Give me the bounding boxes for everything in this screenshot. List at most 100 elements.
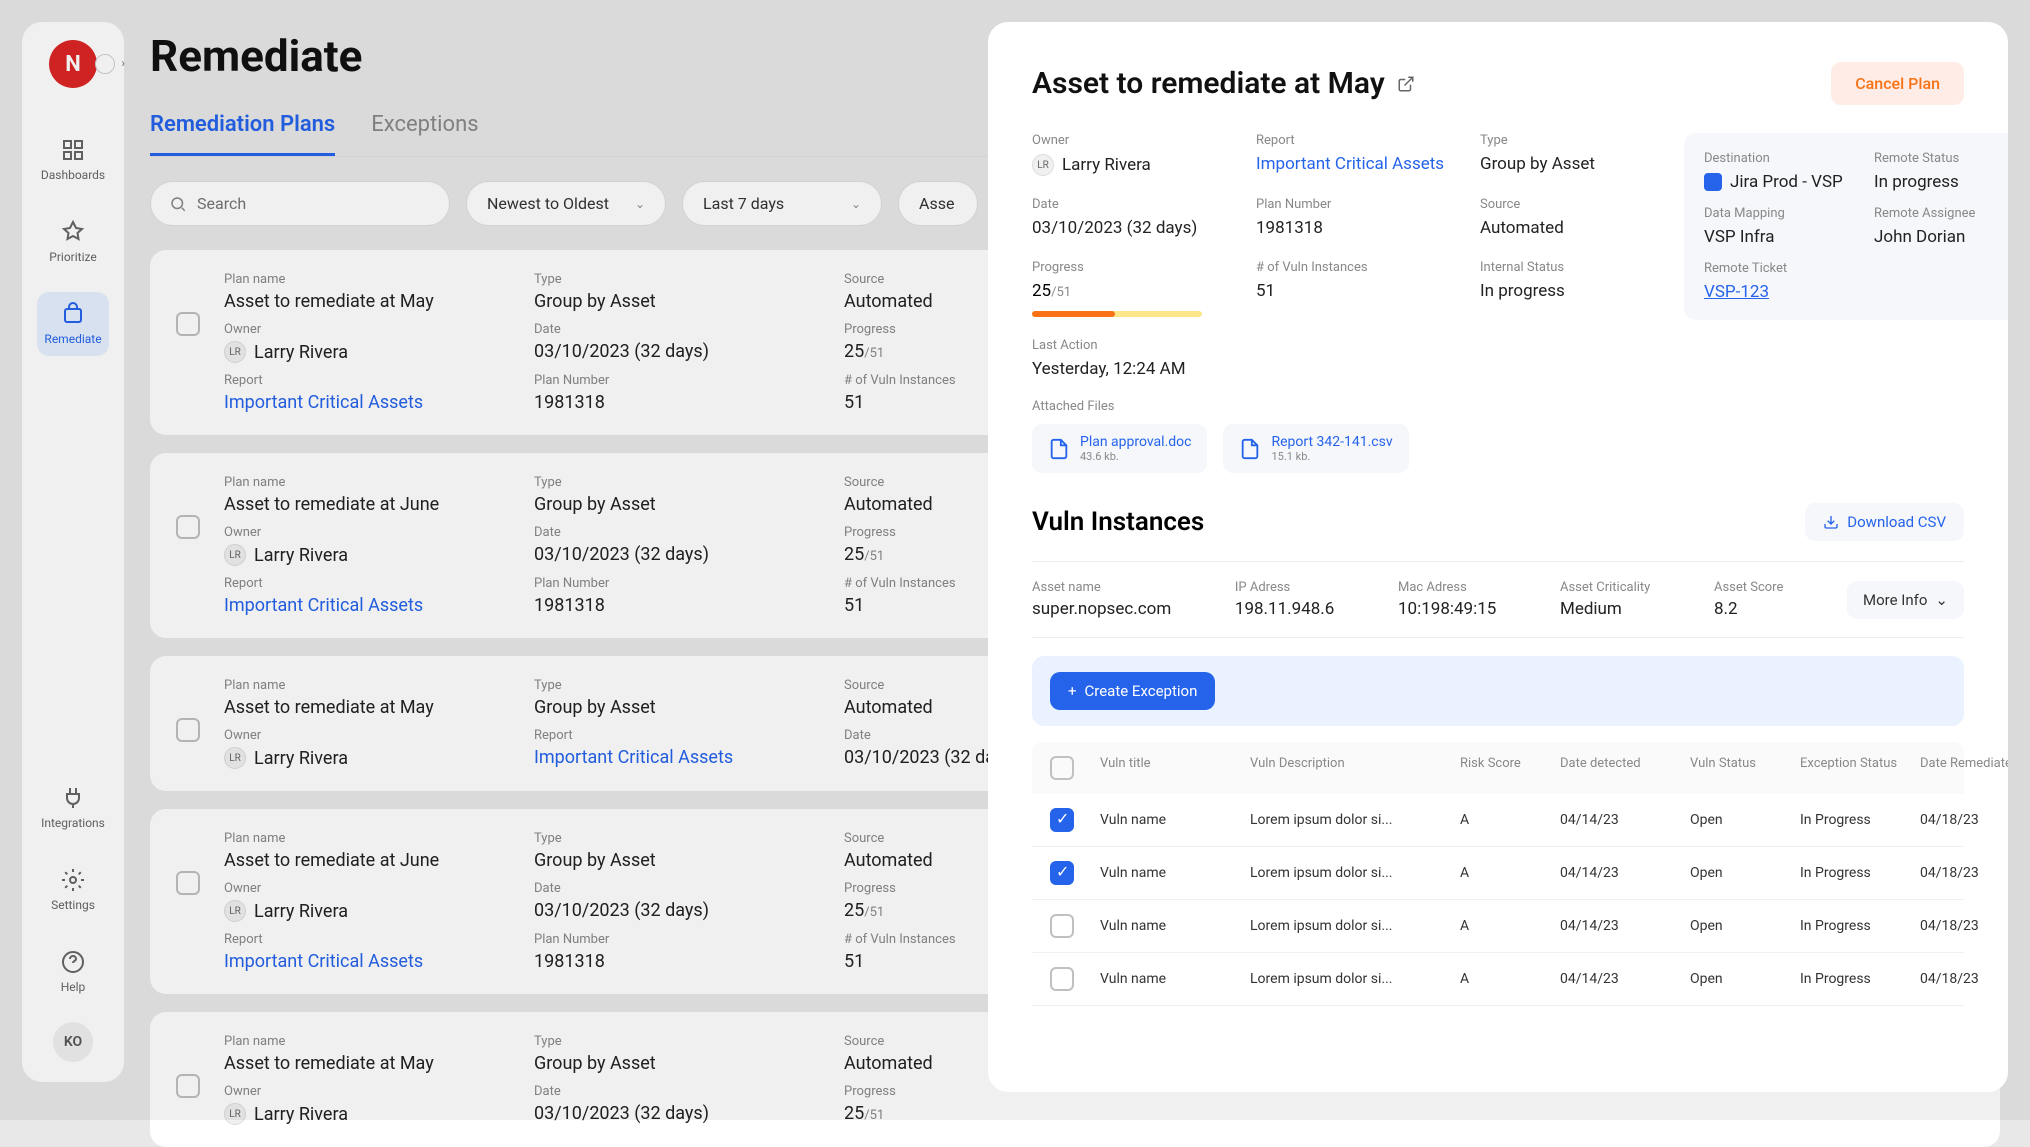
field-label: Report	[1256, 133, 1456, 148]
field-value: 1981318	[1256, 218, 1456, 238]
field-date: Date03/10/2023 (32 days)	[1032, 197, 1232, 238]
detail-grid: Owner LR Larry Rivera Report Important Crit…	[1032, 133, 1964, 379]
more-info-label: More Info	[1863, 591, 1927, 609]
cancel-plan-button[interactable]: Cancel Plan	[1831, 62, 1964, 105]
row-checkbox[interactable]	[1050, 808, 1074, 832]
table-body: Vuln nameLorem ipsum dolor si...A04/14/2…	[1032, 794, 1964, 1006]
col-header[interactable]: Date detected	[1560, 756, 1680, 780]
col-header[interactable]: Vuln Status	[1690, 756, 1790, 780]
plus-icon: +	[1068, 682, 1077, 700]
progress-total: /51	[1051, 285, 1071, 300]
field-type: Type Group by Asset	[1480, 133, 1660, 174]
field-label: Destination	[1704, 151, 1854, 166]
field-value: In progress	[1874, 172, 2008, 192]
remote-box: Destination Jira Prod - VSP Remote Status…	[1684, 133, 2008, 320]
file-chip[interactable]: Report 342-141.csv15.1 kb.	[1223, 424, 1408, 473]
row-checkbox[interactable]	[1050, 967, 1074, 991]
row-checkbox[interactable]	[1050, 914, 1074, 938]
vuln-section-title: Vuln Instances	[1032, 507, 1204, 537]
field-label: Last Action	[1032, 338, 1660, 353]
field-label: Remote Ticket	[1704, 261, 1854, 276]
download-label: Download CSV	[1847, 513, 1946, 531]
chevron-right-icon[interactable]: ›	[121, 56, 125, 70]
field-value: super.nopsec.com	[1032, 599, 1171, 619]
field-value: 198.11.948.6	[1235, 599, 1334, 619]
field-label: Remote Assignee	[1874, 206, 2008, 221]
field-remote-status: Remote Status In progress	[1874, 151, 2008, 192]
exception-bar: + Create Exception	[1032, 656, 1964, 726]
field-label: Mac Adress	[1398, 580, 1496, 595]
select-all-checkbox[interactable]	[1050, 756, 1074, 780]
field-value: Automated	[1480, 218, 1660, 238]
table-row[interactable]: Vuln nameLorem ipsum dolor si...A04/14/2…	[1032, 847, 1964, 900]
create-exception-button[interactable]: + Create Exception	[1050, 672, 1215, 710]
col-header[interactable]: Date Remediated	[1920, 756, 2008, 780]
detail-title-text: Asset to remediate at May	[1032, 66, 1385, 101]
download-icon	[1823, 514, 1839, 530]
field-mac: Mac Adress 10:198:49:15	[1398, 580, 1496, 619]
field-asset-name: Asset name super.nopsec.com	[1032, 580, 1171, 619]
progress-bar	[1032, 311, 1202, 317]
table-row[interactable]: Vuln nameLorem ipsum dolor si...A04/14/2…	[1032, 900, 1964, 953]
field-value: 10:198:49:15	[1398, 599, 1496, 619]
field-ip: IP Adress198.11.948.6	[1235, 580, 1334, 619]
field-criticality: Asset Criticality Medium	[1560, 580, 1650, 619]
field-label: Data Mapping	[1704, 206, 1854, 221]
col-header[interactable]: Vuln Description	[1250, 756, 1450, 780]
field-value: Group by Asset	[1480, 154, 1660, 174]
external-link-icon[interactable]	[1397, 75, 1415, 93]
progress-value: 25/51	[1032, 281, 1232, 301]
field-label: Owner	[1032, 133, 1232, 148]
field-value[interactable]: VSP-123	[1704, 282, 1854, 302]
field-label: Remote Status	[1874, 151, 2008, 166]
field-value: Jira Prod - VSP	[1704, 172, 1854, 192]
file-chip[interactable]: Plan approval.doc43.6 kb.	[1032, 424, 1207, 473]
field-label: Asset Score	[1714, 580, 1783, 595]
field-report: Report Important Critical Assets	[1256, 133, 1456, 174]
field-label: Internal Status	[1480, 260, 1660, 275]
field-label: Type	[1480, 133, 1660, 148]
field-last-action: Last Action Yesterday, 12:24 AM	[1032, 338, 1660, 379]
field-label: Progress	[1032, 260, 1232, 275]
vuln-table: Vuln title Vuln Description Risk Score D…	[1032, 742, 1964, 1006]
field-source: Source Automated	[1480, 197, 1660, 238]
field-value: LR Larry Rivera	[1032, 154, 1232, 176]
field-label: Asset Criticality	[1560, 580, 1650, 595]
field-data-mapping: Data MappingVSP Infra	[1704, 206, 1854, 247]
files-list: Plan approval.doc43.6 kb. Report 342-141.…	[1032, 424, 1964, 473]
field-value: 51	[1256, 281, 1456, 301]
field-label: Source	[1480, 197, 1660, 212]
field-value: In progress	[1480, 281, 1660, 301]
owner-name: Larry Rivera	[1062, 155, 1151, 175]
download-csv-button[interactable]: Download CSV	[1805, 503, 1964, 541]
progress-fill	[1032, 311, 1115, 317]
more-info-button[interactable]: More Info ⌄	[1847, 581, 1964, 619]
field-label: Asset name	[1032, 580, 1171, 595]
owner-badge: LR	[1032, 154, 1054, 176]
field-destination: Destination Jira Prod - VSP	[1704, 151, 1854, 192]
detail-header: Asset to remediate at May Cancel Plan	[1032, 62, 1964, 105]
col-header[interactable]: Risk Score	[1460, 756, 1550, 780]
field-value: John Dorian	[1874, 227, 2008, 247]
destination-text: Jira Prod - VSP	[1730, 172, 1843, 192]
field-value[interactable]: Important Critical Assets	[1256, 154, 1456, 174]
file-icon	[1048, 438, 1070, 460]
vuln-header: Vuln Instances Download CSV	[1032, 503, 1964, 541]
field-value: Yesterday, 12:24 AM	[1032, 359, 1660, 379]
field-value: Medium	[1560, 599, 1650, 619]
col-header[interactable]: Exception Status	[1800, 756, 1910, 780]
detail-title: Asset to remediate at May	[1032, 66, 1415, 101]
chevron-down-icon: ⌄	[1935, 591, 1948, 609]
progress-current: 25	[1032, 281, 1051, 301]
field-plan-number: Plan Number1981318	[1256, 197, 1456, 238]
field-value: 8.2	[1714, 599, 1783, 619]
table-row[interactable]: Vuln nameLorem ipsum dolor si...A04/14/2…	[1032, 953, 1964, 1006]
row-checkbox[interactable]	[1050, 861, 1074, 885]
detail-panel: Asset to remediate at May Cancel Plan Ow…	[988, 22, 2008, 1092]
attached-label: Attached Files	[1032, 399, 1964, 414]
col-header[interactable]: Vuln title	[1100, 756, 1240, 780]
table-row[interactable]: Vuln nameLorem ipsum dolor si...A04/14/2…	[1032, 794, 1964, 847]
file-icon	[1239, 438, 1261, 460]
create-exception-label: Create Exception	[1085, 682, 1198, 700]
field-owner: Owner LR Larry Rivera	[1032, 133, 1232, 176]
